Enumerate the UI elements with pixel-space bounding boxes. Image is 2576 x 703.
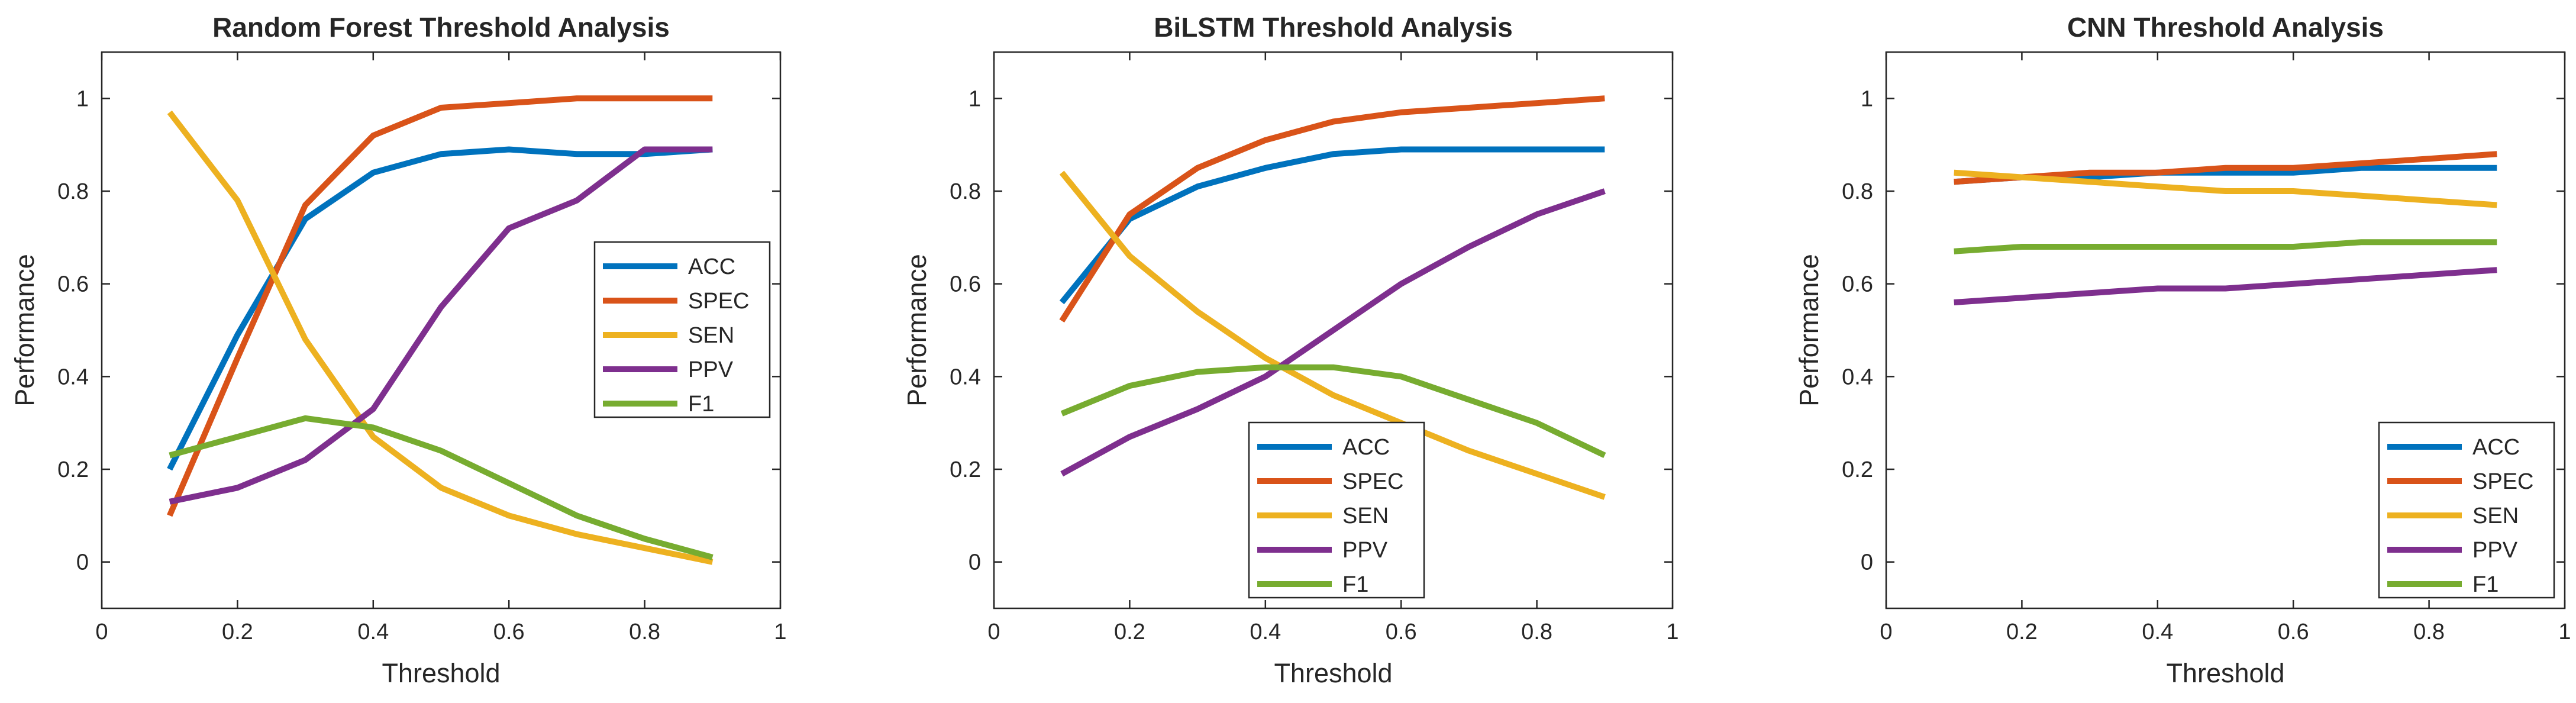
- legend-label-sen: SEN: [1342, 504, 1389, 528]
- y-tick-label: 0: [969, 550, 981, 575]
- legend-label-acc: ACC: [688, 254, 735, 279]
- y-axis-label: Performance: [9, 254, 40, 407]
- y-axis-label: Performance: [1794, 254, 1824, 407]
- legend: ACC SPEC SEN PPV F1: [1248, 421, 1425, 599]
- x-tick-label: 0: [1880, 620, 1892, 644]
- y-tick-label: 0.4: [1842, 365, 1873, 389]
- legend-label-ppv: PPV: [1342, 538, 1388, 563]
- chart-title: BiLSTM Threshold Analysis: [1154, 12, 1513, 43]
- x-tick-label: 0.4: [357, 620, 389, 644]
- series-line-sen: [167, 110, 714, 565]
- series-line-ppv: [1954, 267, 2497, 305]
- chart-1: 0 0.2 0.4 0.6 0.8 1 0 0.2 0.4 0.6 0.8 1 Random Fores…: [9, 12, 787, 688]
- y-tick-label: 0.4: [57, 365, 89, 389]
- y-tick-label: 0: [1861, 550, 1873, 575]
- y-tick-label: 0.2: [950, 457, 981, 482]
- x-tick-label: 1: [2558, 620, 2571, 644]
- legend-label-ppv: PPV: [2472, 538, 2518, 563]
- x-tick-label: 0.8: [629, 620, 660, 644]
- y-tick-label: 0.6: [1842, 272, 1873, 297]
- series-line-f1: [1954, 239, 2497, 254]
- legend-label-ppv: PPV: [688, 357, 734, 382]
- legend-box: [593, 241, 771, 418]
- legend-label-acc: ACC: [2472, 435, 2520, 460]
- legend-label-acc: ACC: [1342, 435, 1390, 460]
- chart-3: 0 0.2 0.4 0.6 0.8 1 0 0.2 0.4 0.6 0.8 1 CNN Threshol…: [1794, 12, 2571, 688]
- y-tick-label: 0.2: [57, 457, 89, 482]
- series-line-f1: [169, 415, 714, 560]
- legend-label-f1: F1: [1342, 572, 1368, 597]
- x-tick-label: 0.2: [222, 620, 253, 644]
- series-line-spec: [1059, 95, 1605, 323]
- x-tick-label: 1: [1666, 620, 1678, 644]
- y-tick-label: 1: [76, 86, 89, 111]
- y-tick-label: 0.8: [950, 179, 981, 204]
- series-line-ppv: [1060, 188, 1606, 477]
- series-line-ppv: [169, 146, 713, 505]
- series-line-acc: [1059, 146, 1605, 305]
- y-tick-label: 0: [76, 550, 89, 575]
- chart-title: CNN Threshold Analysis: [2067, 12, 2384, 43]
- series-line-acc: [167, 146, 713, 471]
- y-axis-label: Performance: [902, 254, 932, 407]
- legend-label-f1: F1: [688, 392, 714, 417]
- legend-label-spec: SPEC: [688, 289, 749, 314]
- x-tick-label: 1: [774, 620, 786, 644]
- legend: ACC SPEC SEN PPV F1: [593, 241, 771, 418]
- series-line-f1: [1060, 364, 1606, 459]
- legend-label-spec: SPEC: [1342, 469, 1403, 494]
- legend-box: [2378, 421, 2555, 599]
- series-line-sen: [1954, 169, 2497, 208]
- x-axis-label: Threshold: [1274, 658, 1392, 688]
- y-tick-label: 0.6: [57, 272, 89, 297]
- x-tick-label: 0.2: [1114, 620, 1145, 644]
- legend-label-spec: SPEC: [2472, 469, 2533, 494]
- chart-title: Random Forest Threshold Analysis: [212, 12, 670, 43]
- legend-label-sen: SEN: [2472, 504, 2519, 528]
- x-tick-label: 0.2: [2006, 620, 2038, 644]
- x-tick-label: 0.6: [1386, 620, 1417, 644]
- y-tick-label: 0.8: [57, 179, 89, 204]
- x-tick-label: 0.4: [1250, 620, 1281, 644]
- y-tick-label: 1: [969, 86, 981, 111]
- y-tick-label: 0.8: [1842, 179, 1873, 204]
- y-tick-label: 0.2: [1842, 457, 1873, 482]
- legend: ACC SPEC SEN PPV F1: [2378, 421, 2555, 599]
- x-tick-label: 0.8: [2413, 620, 2445, 644]
- x-tick-label: 0: [95, 620, 108, 644]
- legend-box: [1248, 421, 1425, 599]
- x-tick-label: 0.4: [2142, 620, 2173, 644]
- legend-label-f1: F1: [2472, 572, 2498, 597]
- x-tick-label: 0: [987, 620, 1000, 644]
- x-axis-label: Threshold: [382, 658, 500, 688]
- y-tick-label: 1: [1861, 86, 1873, 111]
- x-axis-label: Threshold: [2166, 658, 2284, 688]
- x-tick-label: 0.6: [2278, 620, 2309, 644]
- y-tick-label: 0.6: [950, 272, 981, 297]
- y-tick-label: 0.4: [950, 365, 981, 389]
- x-tick-label: 0.8: [1521, 620, 1552, 644]
- series-line-sen: [1059, 170, 1606, 500]
- series-line-spec: [167, 95, 713, 517]
- legend-label-sen: SEN: [688, 323, 734, 348]
- series-line-spec: [1954, 151, 2497, 185]
- chart-2: 0 0.2 0.4 0.6 0.8 1 0 0.2 0.4 0.6 0.8 1 BiLSTM Thres…: [902, 12, 1679, 688]
- x-tick-label: 0.6: [493, 620, 525, 644]
